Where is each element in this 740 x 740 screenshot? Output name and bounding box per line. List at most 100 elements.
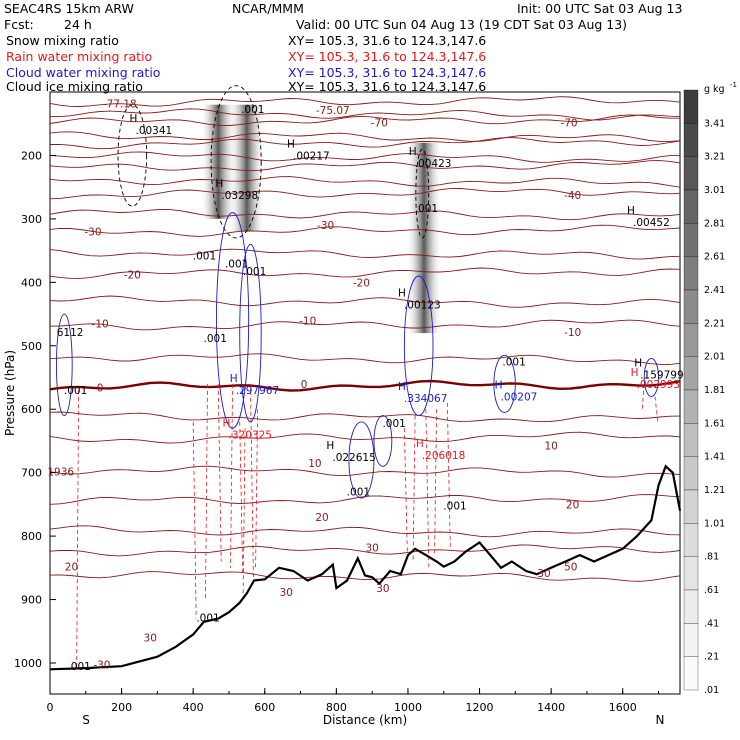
temp-label: 20 <box>65 562 78 574</box>
rain-contour <box>250 383 254 581</box>
rain-contour <box>239 421 244 575</box>
temp-label: 30 <box>537 568 550 580</box>
colorbar-swatch <box>683 389 699 424</box>
temp-label: -10 <box>564 327 581 339</box>
snow-shading-layer <box>200 104 443 334</box>
y-tick-label: 200 <box>21 149 42 162</box>
cloudice-contour <box>117 104 148 207</box>
feature-value: .001 <box>502 357 525 369</box>
temp-label: 50 <box>564 562 577 574</box>
x-tick-label: 1600 <box>609 701 637 714</box>
temp-label: 30 <box>144 633 157 645</box>
feature-h: H <box>223 418 231 430</box>
feature-value: .320325 <box>229 430 272 442</box>
freezing-level-contour <box>49 379 681 392</box>
rain-contour <box>76 390 80 670</box>
feature-value: .00207 <box>501 392 538 404</box>
rain-contour <box>217 383 222 562</box>
feature-h: H <box>409 146 417 158</box>
x-tick-label: 0 <box>47 701 54 714</box>
x-tick-label: 400 <box>183 701 204 714</box>
field-cloudice-xy: XY= 105.3, 31.6 to 124.3,147.6 <box>288 79 487 94</box>
feature-value: .001 <box>443 501 466 513</box>
temp-label: 0 <box>97 383 104 395</box>
feature-value: .001 <box>225 258 248 270</box>
y-tick-label: 600 <box>21 403 42 416</box>
colorbar-label: 3.41 <box>704 118 725 129</box>
x-tick-label: 600 <box>254 701 275 714</box>
temp-label: -75.07 <box>316 105 350 117</box>
feature-h: H <box>230 373 238 385</box>
cloudice-contour <box>210 85 262 239</box>
field-cloudwater: Cloud water mixing ratio <box>6 65 161 80</box>
contour-labels: -77.18 -75.07 -70 -70 -40 -30 -30 -20 -20 -10 -10 -… <box>47 98 683 673</box>
feature-value: .001 <box>193 251 216 263</box>
field-snow: Snow mixing ratio <box>6 33 119 48</box>
x-tick-label: 200 <box>111 701 132 714</box>
y-tick-label: 500 <box>21 340 42 353</box>
feature-value: .00423 <box>415 158 452 170</box>
temp-label: -77.18 <box>103 98 137 110</box>
colorbar-swatch <box>683 423 699 457</box>
cloudwater-contour <box>55 313 73 417</box>
temp-label: 30 <box>376 583 389 595</box>
colorbar-swatch <box>683 623 699 657</box>
feature-value: .001 <box>204 333 227 345</box>
colorbar-label: .81 <box>704 552 719 563</box>
south-label: S <box>82 713 90 727</box>
north-label: N <box>656 713 665 727</box>
temp-label: 10 <box>544 440 557 452</box>
colorbar-swatch <box>683 656 699 691</box>
plot-frame <box>49 91 681 695</box>
temperature-contour <box>49 525 681 538</box>
y-tick-label: 900 <box>21 594 42 607</box>
colorbar-swatch <box>683 356 699 391</box>
colorbar-swatch <box>683 289 699 324</box>
feature-value: .001 <box>196 612 219 624</box>
temp-label: -40 <box>564 190 581 202</box>
temp-label: 0 <box>301 379 308 391</box>
colorbar-label: 3.21 <box>704 152 725 163</box>
temperature-contour <box>49 319 681 331</box>
rain-contour <box>192 421 197 619</box>
colorbar-swatch <box>683 523 699 557</box>
colorbar-label: 1.61 <box>704 418 725 429</box>
colorbar-label: .61 <box>704 585 719 596</box>
temperature-contour <box>49 411 681 423</box>
temp-label: 30 <box>280 587 293 599</box>
colorbar-label: 2.61 <box>704 252 725 263</box>
feature-h: H <box>287 138 295 150</box>
feature-value: .334067 <box>404 393 447 405</box>
y-tick-label: 700 <box>21 467 42 480</box>
temperature-contour <box>49 431 681 444</box>
temperature-contour <box>49 108 681 121</box>
temp-label: -10 <box>299 315 316 327</box>
temperature-contour <box>49 209 681 221</box>
feature-h: H <box>416 438 424 450</box>
y-tick-label: 400 <box>21 276 42 289</box>
temperature-contour <box>49 188 681 200</box>
fcst-label: Fcst: <box>4 17 34 32</box>
temperature-contour <box>49 571 681 582</box>
rain-contour <box>425 409 430 568</box>
colorbar-swatch <box>683 189 699 224</box>
cloudwater-contour <box>239 243 262 423</box>
colorbar-swatch <box>683 589 699 624</box>
rain-contour <box>242 428 246 600</box>
feature-value: .206018 <box>422 450 465 462</box>
colorbar-label: 1.01 <box>704 518 725 529</box>
tower-mid <box>228 104 265 232</box>
temp-label: 10 <box>308 458 321 470</box>
rain-contour <box>230 383 233 568</box>
x-tick-label: 1000 <box>394 701 422 714</box>
field-rain-xy: XY= 105.3, 31.6 to 124.3,147.6 <box>288 49 487 64</box>
x-tick-label: 1200 <box>466 701 494 714</box>
temperature-contour <box>49 131 681 142</box>
colorbar-swatch <box>683 256 699 291</box>
y-tick-label: 800 <box>21 530 42 543</box>
temperature-contour <box>49 176 681 188</box>
feature-h: H <box>398 381 406 393</box>
field-snow-xy: XY= 105.3, 31.6 to 124.3,147.6 <box>288 33 487 48</box>
colorbar-label: 2.81 <box>704 218 725 229</box>
